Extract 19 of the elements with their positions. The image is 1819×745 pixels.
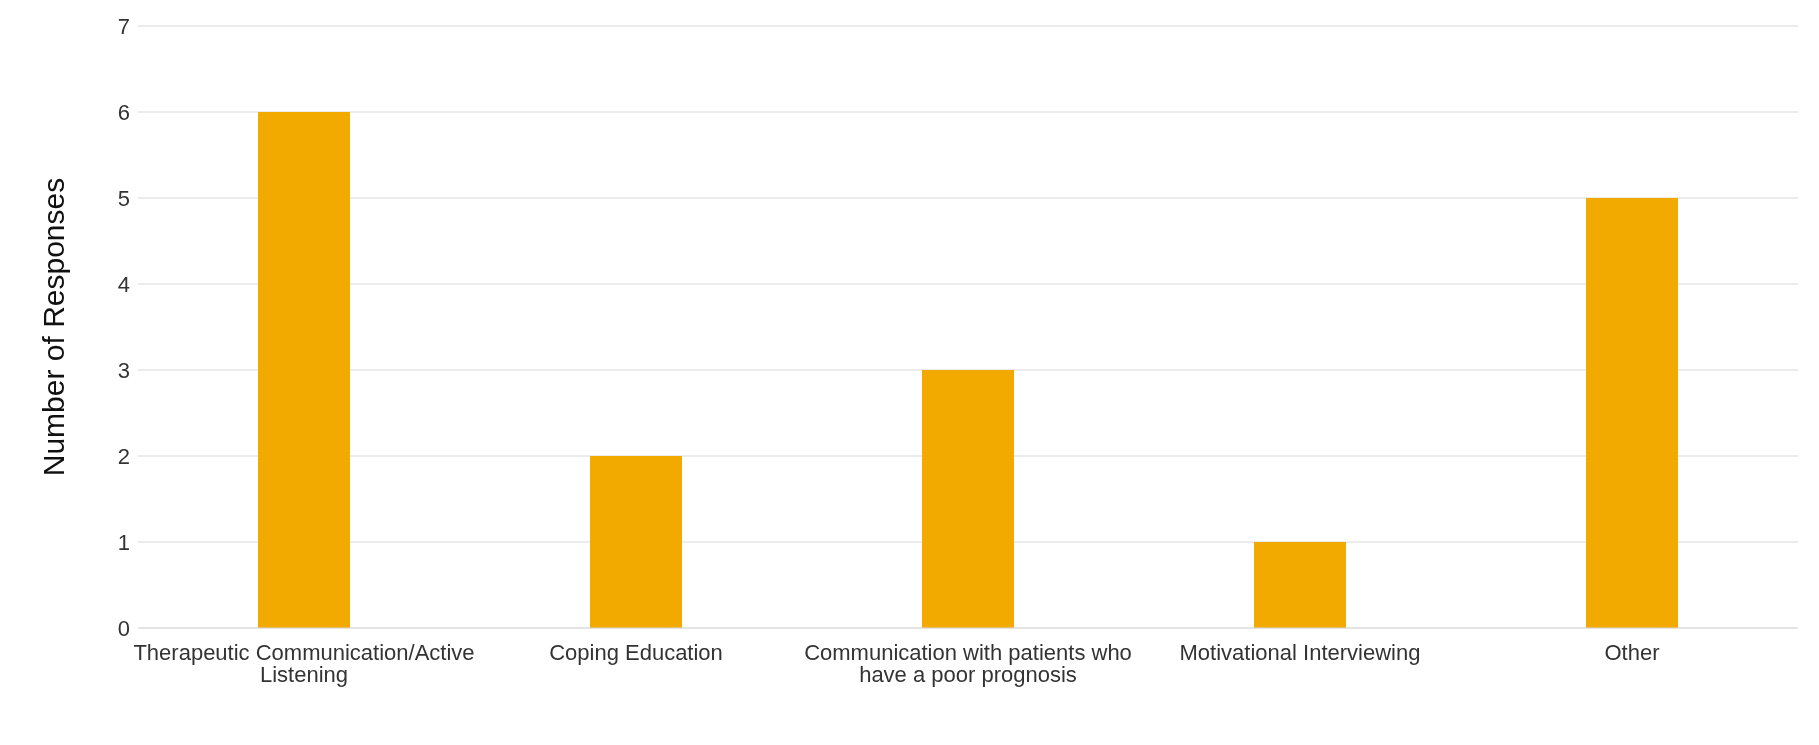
y-tick-label: 7 [117, 13, 130, 39]
bar [1586, 198, 1678, 628]
y-axis-title: Number of Responses [36, 177, 70, 477]
bar [590, 456, 682, 628]
y-tick-label: 3 [117, 357, 130, 383]
bar [1254, 542, 1346, 628]
y-tick-label: 2 [117, 443, 130, 469]
x-tick-label: Motivational Interviewing [1179, 639, 1421, 665]
y-tick-label: 5 [117, 185, 130, 211]
y-tick-label: 4 [117, 271, 130, 297]
bar [922, 370, 1014, 628]
y-tick-label: 6 [117, 99, 130, 125]
x-tick-label: Other [1604, 639, 1660, 665]
y-tick-label: 1 [117, 529, 130, 555]
x-tick-label: Coping Education [549, 639, 723, 665]
x-tick-label: Therapeutic Communication/Active Listening [133, 639, 475, 687]
x-tick-label: Communication with patients who have a poor prognosis [804, 639, 1132, 687]
bar [258, 112, 350, 628]
y-tick-label: 0 [117, 615, 130, 641]
